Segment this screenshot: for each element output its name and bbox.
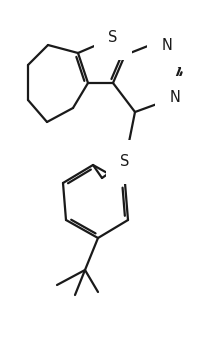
Text: S: S [108,31,117,46]
Text: N: N [161,37,172,52]
Text: N: N [169,90,180,105]
Text: S: S [120,154,129,170]
